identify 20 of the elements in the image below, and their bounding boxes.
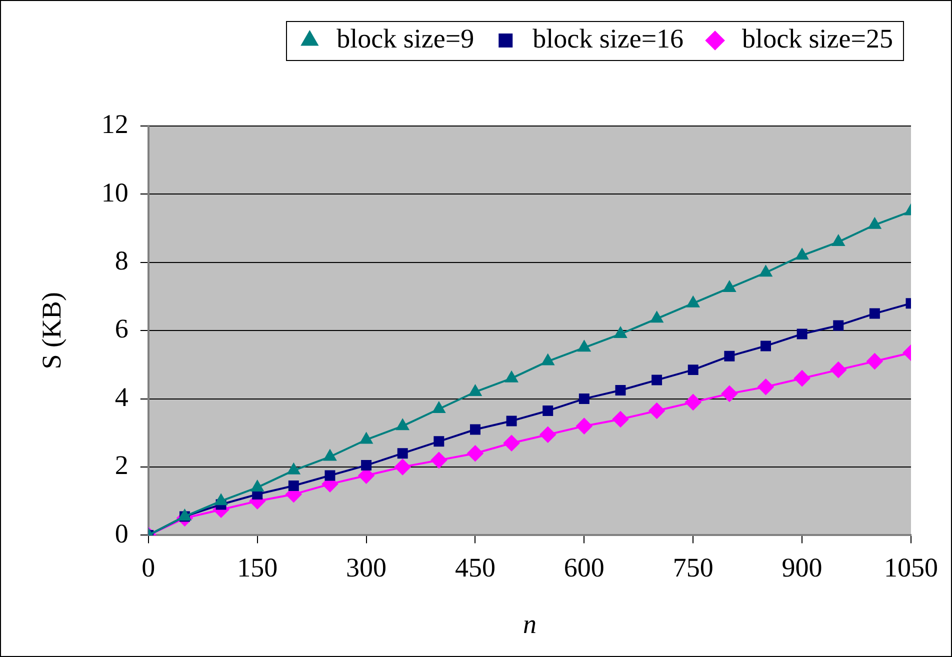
x-tick-label: 150 <box>237 552 278 582</box>
y-tick-label: 6 <box>114 314 128 344</box>
y-tick-label: 4 <box>114 382 129 412</box>
x-axis-title: n <box>522 608 536 639</box>
y-axis-title: S (KB) <box>36 292 66 370</box>
legend-label: block size=9 <box>336 24 474 54</box>
y-tick-label: 2 <box>114 450 128 480</box>
legend-label: block size=16 <box>532 24 684 54</box>
x-tick-label: 300 <box>346 552 387 582</box>
y-tick-label: 8 <box>114 245 128 276</box>
x-tick-label: 750 <box>672 552 714 582</box>
x-tick-label: 600 <box>564 552 604 582</box>
y-tick-label: 10 <box>101 177 128 208</box>
x-tick-label: 0 <box>142 552 156 582</box>
x-tick-label: 450 <box>454 552 496 582</box>
x-tick-label: 1050 <box>884 552 938 582</box>
y-tick-label: 12 <box>101 109 128 140</box>
x-tick-label: 900 <box>782 552 822 582</box>
y-tick-label: 0 <box>114 518 128 548</box>
legend-label: block size=25 <box>742 24 894 54</box>
